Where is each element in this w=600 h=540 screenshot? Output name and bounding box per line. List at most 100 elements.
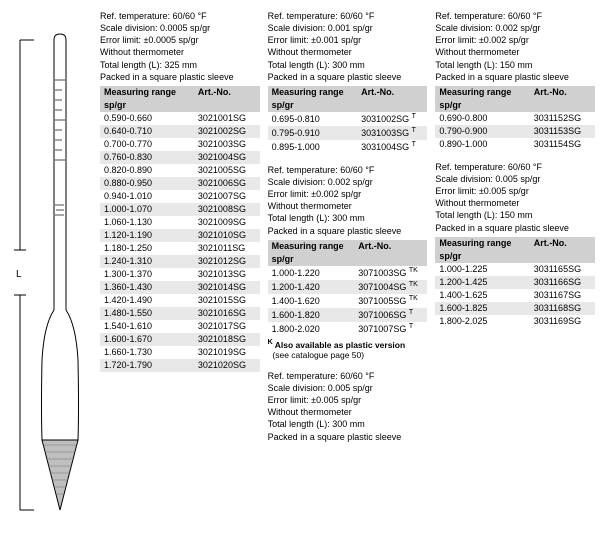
spec-line: Error limit: ±0.005 sp/gr	[435, 185, 595, 197]
spec-block: Ref. temperature: 60/60 °FScale division…	[268, 370, 428, 443]
cell-range: 1.000-1.070	[100, 203, 194, 216]
cell-artno: 3021016SG	[194, 307, 260, 320]
spec-line: Ref. temperature: 60/60 °F	[268, 10, 428, 22]
th-artno: Art.-No.	[530, 86, 595, 99]
cell-range: 1.060-1.130	[100, 216, 194, 229]
spec-line: Ref. temperature: 60/60 °F	[268, 164, 428, 176]
cell-artno: 3031169SG	[530, 315, 595, 328]
cell-range: 1.120-1.190	[100, 229, 194, 242]
spec-block: Ref. temperature: 60/60 °FScale division…	[268, 164, 428, 360]
page: L	[0, 0, 600, 540]
spec-line: Total length (L): 300 mm	[268, 418, 428, 430]
cell-artno: 3071003SG TK	[354, 266, 427, 280]
svg-text:L: L	[16, 269, 22, 280]
cell-range: 1.800-2.025	[435, 315, 529, 328]
spec-line: Total length (L): 150 mm	[435, 59, 595, 71]
cell-range: 1.400-1.625	[435, 289, 529, 302]
th-unit: sp/gr	[268, 253, 355, 266]
spec-line: Ref. temperature: 60/60 °F	[435, 161, 595, 173]
cell-artno: 3021004SG	[194, 151, 260, 164]
cell-range: 1.240-1.310	[100, 255, 194, 268]
spec-line: Packed in a square plastic sleeve	[268, 71, 428, 83]
cell-range: 1.720-1.790	[100, 359, 194, 372]
cell-range: 1.480-1.550	[100, 307, 194, 320]
cell-artno: 3031168SG	[530, 302, 595, 315]
spec-line: Scale division: 0.002 sp/gr	[435, 22, 595, 34]
cell-range: 0.760-0.830	[100, 151, 194, 164]
table-row: 1.400-1.6253031167SG	[435, 289, 595, 302]
spec-line: Packed in a square plastic sleeve	[435, 71, 595, 83]
cell-artno: 3071004SG TK	[354, 280, 427, 294]
cell-artno: 3031152SG	[530, 112, 595, 125]
table-row: 1.540-1.6103021017SG	[100, 320, 260, 333]
table-row: 1.360-1.4303021014SG	[100, 281, 260, 294]
spec-line: Packed in a square plastic sleeve	[268, 225, 428, 237]
cell-artno: 3021011SG	[194, 242, 260, 255]
cell-range: 1.200-1.425	[435, 276, 529, 289]
spec-line: Error limit: ±0.005 sp/gr	[268, 394, 428, 406]
spec-line: Scale division: 0.005 sp/gr	[268, 382, 428, 394]
table-row: 0.760-0.8303021004SG	[100, 151, 260, 164]
table-row: 1.200-1.4253031166SG	[435, 276, 595, 289]
cell-range: 1.400-1.620	[268, 294, 355, 308]
table-row: 1.000-1.2203071003SG TK	[268, 266, 428, 280]
table-note: K Also available as plastic version (see…	[268, 339, 428, 360]
table-row: 1.420-1.4903021015SG	[100, 294, 260, 307]
table-row: 0.895-1.0003031004SG T	[268, 140, 428, 154]
spec-line: Scale division: 0.0005 sp/gr	[100, 22, 260, 34]
column-1: Ref. temperature: 60/60 °FScale division…	[100, 10, 260, 530]
columns: Ref. temperature: 60/60 °FScale division…	[100, 10, 595, 530]
cell-range: 1.000-1.225	[435, 263, 529, 276]
table-row: 0.695-0.8103031002SG T	[268, 112, 428, 126]
spec-line: Scale division: 0.005 sp/gr	[435, 173, 595, 185]
table-row: 1.060-1.1303021009SG	[100, 216, 260, 229]
cell-artno: 3021015SG	[194, 294, 260, 307]
cell-artno: 3021005SG	[194, 164, 260, 177]
cell-range: 1.600-1.670	[100, 333, 194, 346]
spec-line: Error limit: ±0.002 sp/gr	[435, 34, 595, 46]
cell-range: 1.300-1.370	[100, 268, 194, 281]
cell-range: 1.360-1.430	[100, 281, 194, 294]
spec-line: Packed in a square plastic sleeve	[435, 222, 595, 234]
table-row: 1.600-1.6703021018SG	[100, 333, 260, 346]
cell-artno: 3021002SG	[194, 125, 260, 138]
th-artno: Art.-No.	[194, 86, 260, 99]
cell-artno: 3071007SG T	[354, 322, 427, 336]
cell-range: 0.890-1.000	[435, 138, 529, 151]
spec-line: Without thermometer	[268, 46, 428, 58]
table-row: 1.400-1.6203071005SG TK	[268, 294, 428, 308]
table-row: 0.690-0.8003031152SG	[435, 112, 595, 125]
illustration-column: L	[5, 10, 100, 530]
product-table: Measuring rangeArt.-No.sp/gr0.690-0.8003…	[435, 86, 595, 151]
th-artno: Art.-No.	[357, 86, 427, 99]
product-table: Measuring rangeArt.-No.sp/gr1.000-1.2203…	[268, 240, 428, 336]
cell-artno: 3021018SG	[194, 333, 260, 346]
table-row: 0.790-0.9003031153SG	[435, 125, 595, 138]
cell-range: 0.795-0.910	[268, 126, 357, 140]
spec-line: Without thermometer	[268, 406, 428, 418]
spec-line: Ref. temperature: 60/60 °F	[435, 10, 595, 22]
spec-line: Scale division: 0.002 sp/gr	[268, 176, 428, 188]
cell-range: 0.695-0.810	[268, 112, 357, 126]
cell-range: 1.000-1.220	[268, 266, 355, 280]
spec-line: Scale division: 0.001 sp/gr	[268, 22, 428, 34]
spec-line: Without thermometer	[435, 46, 595, 58]
cell-artno: 3021020SG	[194, 359, 260, 372]
table-row: 0.940-1.0103021007SG	[100, 190, 260, 203]
th-range: Measuring range	[268, 86, 357, 99]
table-row: 1.800-2.0253031169SG	[435, 315, 595, 328]
table-row: 1.240-1.3103021012SG	[100, 255, 260, 268]
cell-artno: 3021019SG	[194, 346, 260, 359]
cell-range: 1.180-1.250	[100, 242, 194, 255]
cell-range: 1.200-1.420	[268, 280, 355, 294]
cell-artno: 3031154SG	[530, 138, 595, 151]
spec-line: Without thermometer	[100, 46, 260, 58]
cell-range: 0.590-0.660	[100, 112, 194, 125]
th-unit: sp/gr	[268, 99, 357, 112]
product-table: Measuring rangeArt.-No.sp/gr0.590-0.6603…	[100, 86, 260, 372]
table-row: 1.660-1.7303021019SG	[100, 346, 260, 359]
spec-line: Error limit: ±0.002 sp/gr	[268, 188, 428, 200]
table-row: 0.820-0.8903021005SG	[100, 164, 260, 177]
table-row: 1.200-1.4203071004SG TK	[268, 280, 428, 294]
cell-artno: 3031153SG	[530, 125, 595, 138]
